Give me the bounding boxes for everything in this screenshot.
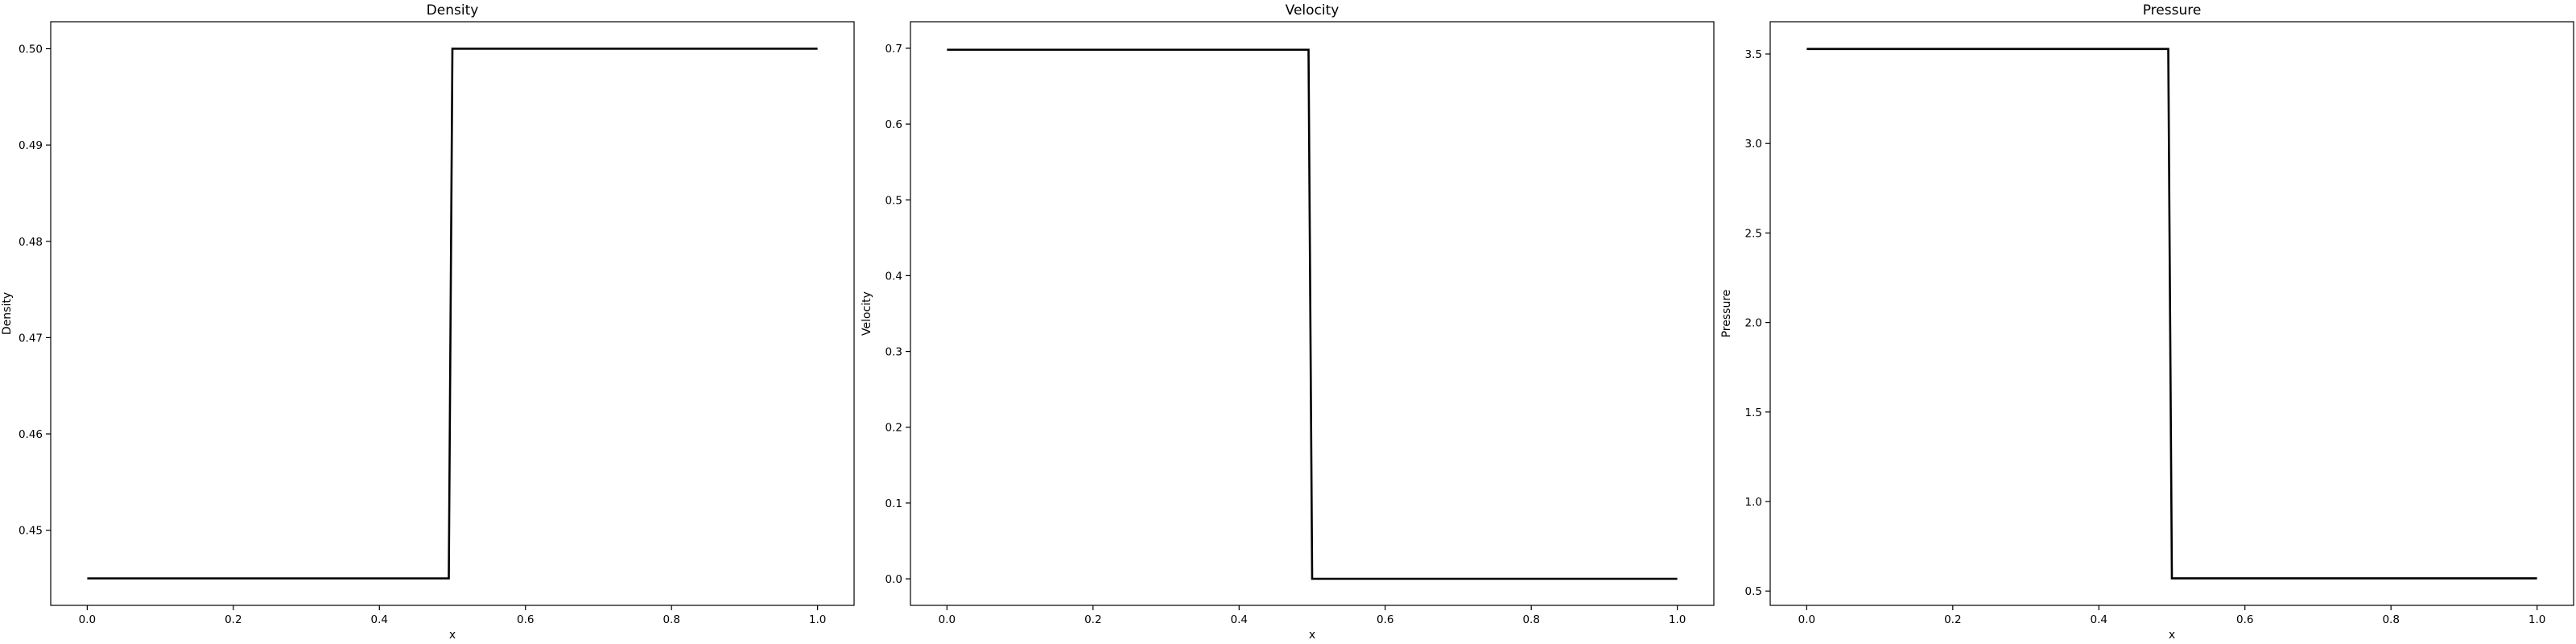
velocity-x-ticks: 0.0 0.2 0.4 0.6 0.8 1.0 — [939, 605, 1686, 626]
velocity-series-line — [947, 48, 1678, 580]
density-y-tick-label: 0.48 — [19, 236, 43, 249]
pressure-x-tick-label: 1.0 — [2529, 613, 2545, 626]
pressure-x-tick-label: 0.6 — [2236, 613, 2253, 626]
pressure-chart-title: Pressure — [2143, 2, 2202, 19]
velocity-x-tick-label: 0.4 — [1231, 613, 1248, 626]
density-x-tick-label: 0.4 — [371, 613, 388, 626]
pressure-y-tick-label: 3.0 — [1745, 138, 1762, 151]
velocity-x-tick-label: 0.8 — [1522, 613, 1539, 626]
density-x-tick-label: 0.2 — [225, 613, 242, 626]
velocity-y-tick-label: 0.1 — [886, 497, 902, 510]
density-x-tick-label: 1.0 — [809, 613, 826, 626]
pressure-y-ticks: 0.5 1.0 1.5 2.0 2.5 3.0 3.5 — [1745, 48, 1770, 598]
velocity-panel: Velocity x Velocity 0.0 0.2 0.4 0.6 0.8 1.0 0… — [861, 2, 1715, 642]
density-axes-frame — [50, 21, 855, 606]
velocity-x-axis-label: x — [1309, 629, 1315, 642]
pressure-y-tick-label: 2.0 — [1745, 317, 1762, 330]
pressure-x-ticks: 0.0 0.2 0.4 0.6 0.8 1.0 — [1798, 605, 2545, 626]
pressure-y-tick-label: 2.5 — [1745, 227, 1762, 240]
density-y-tick-label: 0.47 — [19, 332, 43, 345]
pressure-series-line — [1806, 47, 2537, 580]
velocity-chart-title: Velocity — [1286, 2, 1340, 19]
pressure-x-axis-label: x — [2169, 629, 2175, 642]
velocity-y-axis-label: Velocity — [861, 291, 873, 336]
velocity-y-tick-label: 0.7 — [886, 43, 902, 56]
pressure-y-axis-label: Pressure — [1720, 290, 1733, 338]
velocity-y-tick-label: 0.3 — [886, 346, 902, 359]
density-y-tick-label: 0.45 — [19, 525, 43, 538]
pressure-y-tick-label: 3.5 — [1745, 48, 1762, 61]
pressure-plot-area — [1806, 47, 2537, 580]
velocity-y-tick-label: 0.0 — [886, 573, 902, 586]
velocity-y-tick-label: 0.5 — [886, 194, 902, 207]
pressure-x-tick-label: 0.2 — [1944, 613, 1961, 626]
velocity-x-tick-label: 0.2 — [1084, 613, 1101, 626]
density-panel: Density x Density 0.0 0.2 0.4 0.6 0.8 1.0 0.4… — [1, 2, 855, 642]
density-y-ticks: 0.45 0.46 0.47 0.48 0.49 0.50 — [19, 43, 51, 538]
velocity-x-tick-label: 1.0 — [1669, 613, 1686, 626]
velocity-axes-frame — [910, 21, 1715, 606]
pressure-x-tick-label: 0.4 — [2091, 613, 2107, 626]
pressure-panel: Pressure x Pressure 0.0 0.2 0.4 0.6 0.8 1.0 0… — [1720, 2, 2574, 642]
density-x-axis-label: x — [449, 629, 456, 642]
pressure-x-tick-label: 0.0 — [1798, 613, 1815, 626]
density-x-tick-label: 0.0 — [79, 613, 96, 626]
density-chart-title: Density — [427, 2, 479, 19]
density-y-axis-label: Density — [1, 292, 14, 335]
pressure-y-tick-label: 1.5 — [1745, 407, 1762, 419]
density-x-tick-label: 0.8 — [663, 613, 679, 626]
velocity-y-tick-label: 0.6 — [886, 118, 902, 131]
density-x-tick-label: 0.6 — [517, 613, 534, 626]
density-y-tick-label: 0.49 — [19, 139, 43, 152]
velocity-y-tick-label: 0.2 — [886, 422, 902, 435]
velocity-x-tick-label: 0.0 — [939, 613, 956, 626]
velocity-y-ticks: 0.0 0.1 0.2 0.3 0.4 0.5 0.6 0.7 — [886, 43, 910, 586]
density-y-tick-label: 0.50 — [19, 43, 43, 56]
density-y-tick-label: 0.46 — [19, 428, 43, 441]
density-plot-area — [87, 47, 818, 580]
velocity-plot-area — [947, 48, 1678, 580]
pressure-axes-frame — [1769, 21, 2574, 606]
velocity-x-tick-label: 0.6 — [1377, 613, 1393, 626]
density-x-ticks: 0.0 0.2 0.4 0.6 0.8 1.0 — [79, 605, 826, 626]
velocity-y-tick-label: 0.4 — [886, 270, 902, 283]
density-series-line — [87, 47, 818, 580]
pressure-y-tick-label: 0.5 — [1745, 585, 1762, 598]
pressure-x-tick-label: 0.8 — [2382, 613, 2399, 626]
pressure-y-tick-label: 1.0 — [1745, 496, 1762, 509]
